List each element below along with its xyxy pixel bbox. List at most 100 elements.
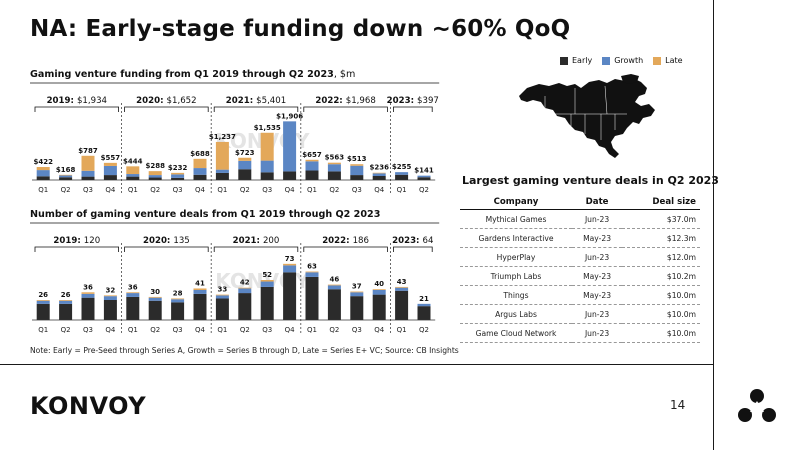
bar-segment-early [395,290,409,320]
bar-segment-early [59,177,73,180]
legend-item-growth: Growth [602,56,643,65]
date-cell: Jun-23 [572,209,623,229]
bar-value-label: 26 [61,291,71,299]
bar-segment-late [238,287,252,289]
bar-segment-growth [417,303,431,307]
bar-value-label: $1,906 [276,112,303,120]
horizontal-divider [0,364,713,365]
bar-segment-early [126,176,140,180]
bar-segment-early [238,169,252,180]
bar-segment-growth [215,169,229,173]
bar-segment-early [171,177,185,180]
bar-segment-late [215,141,229,170]
bar-segment-early [305,170,319,180]
deals-table-title: Largest gaming venture deals in Q2 2023 [462,174,719,187]
bar-segment-late [238,157,252,161]
quarter-tick-label: Q3 [173,186,183,194]
bar-segment-early [372,294,386,320]
bar-segment-growth [81,170,95,177]
page-number: 14 [670,398,686,412]
bar-segment-growth [260,281,274,287]
quarter-tick-label: Q4 [374,326,385,334]
table-row: Gardens Interactive May-23 $12.3m [460,228,700,248]
table-row: Game Cloud Network Jun-23 $10.0m [460,323,700,343]
bar-segment-early [260,286,274,320]
bar-segment-growth [372,290,386,295]
bar-segment-early [81,297,95,320]
year-group-label: 2020: $1,652 [136,96,196,106]
bar-segment-early [305,276,319,320]
bar-segment-early [148,177,162,180]
bar-segment-growth [327,285,341,290]
bar-value-label: 32 [106,286,116,294]
greenland-landmass [621,74,639,84]
deal-size-cell: $10.0m [622,304,700,324]
date-cell: Jun-23 [572,323,623,343]
bar-value-label: 40 [374,280,384,288]
bar-segment-growth [417,175,431,178]
bar-segment-growth [103,296,117,300]
table-row: HyperPlay Jun-23 $12.0m [460,247,700,267]
bar-segment-late [126,292,140,294]
bar-value-label: $422 [33,158,53,166]
bar-segment-growth [305,161,319,171]
bar-segment-early [215,172,229,180]
bar-segment-growth [395,172,409,175]
bar-segment-early [372,176,386,180]
deal-size-cell: $10.0m [622,285,700,305]
quarter-tick-label: Q4 [374,186,385,194]
company-cell: Mythical Games [460,209,572,229]
bar-segment-late [103,162,117,166]
bar-value-label: 43 [397,278,407,286]
legend-label-late: Late [665,56,683,65]
bar-segment-early [417,177,431,180]
quarter-tick-label: Q4 [195,326,206,334]
company-cell: Things [460,285,572,305]
table-row: Triumph Labs May-23 $10.2m [460,266,700,286]
quarter-tick-label: Q3 [83,186,93,194]
bar-segment-early [193,174,207,180]
date-cell: May-23 [572,285,623,305]
bar-segment-growth [193,168,207,175]
bar-segment-growth [350,165,364,176]
deal-size-cell: $10.2m [622,266,700,286]
legend-label-early: Early [572,56,593,65]
quarter-tick-label: Q2 [240,186,250,194]
bar-segment-growth [238,288,252,294]
quarter-tick-label: Q1 [128,326,138,334]
bar-segment-early [327,171,341,180]
date-cell: May-23 [572,266,623,286]
funding-chart: Gaming venture funding from Q1 2019 thro… [30,69,440,194]
year-group-label: 2023: 64 [392,236,433,246]
chart-title: Gaming venture funding from Q1 2019 thro… [30,69,355,80]
year-group-label: 2022: $1,968 [315,96,375,106]
bar-segment-late [171,298,185,300]
quarter-tick-label: Q2 [150,186,160,194]
bar-segment-late [103,295,117,297]
legend-swatch-early [560,56,568,65]
bar-segment-early [103,175,117,180]
bar-segment-growth [59,300,73,304]
quarter-tick-label: Q3 [83,326,93,334]
bar-segment-growth [238,160,252,170]
quarter-tick-label: Q3 [262,186,272,194]
bar-value-label: 33 [218,286,228,294]
bar-value-label: 52 [262,271,272,279]
bar-segment-growth [171,174,185,178]
table-row: Mythical Games Jun-23 $37.0m [460,209,700,229]
bar-value-label: 36 [128,283,138,291]
quarter-tick-label: Q1 [38,186,48,194]
bar-value-label: 36 [83,283,93,291]
bar-value-label: $563 [325,154,345,162]
state-borders [544,85,627,140]
bar-segment-growth [148,297,162,301]
bar-segment-growth [350,292,364,297]
year-bracket [303,106,388,112]
bar-segment-growth [59,175,73,178]
bar-segment-growth [372,173,386,176]
bar-value-label: $255 [392,163,412,171]
bar-segment-late [36,300,50,301]
bar-segment-growth [126,293,140,297]
quarter-tick-label: Q4 [285,326,296,334]
quarter-tick-label: Q1 [128,186,138,194]
